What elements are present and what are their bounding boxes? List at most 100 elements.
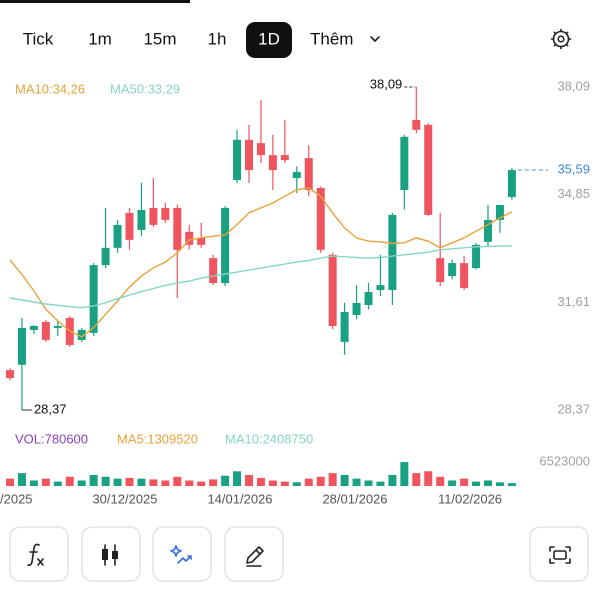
draw-button[interactable]: [224, 526, 284, 582]
volume-bar: [436, 476, 445, 486]
volume-bar: [448, 480, 457, 486]
pencil-icon: [246, 546, 264, 567]
ma-line: [9, 245, 512, 309]
candle-body: [484, 219, 492, 242]
candle-body: [185, 231, 194, 245]
volume-bar: [484, 480, 492, 486]
ai-icon: [170, 545, 192, 564]
candle-body: [352, 303, 361, 315]
interval-tab[interactable]: 1D: [258, 29, 280, 48]
volume-bar: [256, 477, 265, 486]
candle-body: [328, 254, 337, 326]
low-marker-label: 28,37: [34, 401, 67, 416]
candle-body: [221, 207, 230, 284]
volume-bar: [101, 476, 110, 486]
candle-body: [41, 321, 50, 340]
indicator-button[interactable]: [9, 526, 69, 582]
candle-body: [412, 119, 421, 130]
candle-body: [6, 370, 14, 379]
candle-body: [460, 263, 469, 289]
volume-bar: [268, 480, 277, 486]
volume-bar: [53, 481, 62, 486]
interval-tab[interactable]: 1m: [88, 29, 112, 48]
candle-body: [400, 136, 409, 190]
candle-icon-body: [102, 549, 108, 560]
bottom-toolbar: [9, 526, 589, 582]
candle-body: [340, 311, 349, 342]
volume-bar: [221, 475, 230, 486]
candle-body: [424, 124, 433, 215]
volume-bar: [340, 474, 349, 486]
candle-body: [89, 265, 98, 333]
candle-body: [376, 285, 385, 291]
candle-body: [245, 139, 253, 171]
capture-icon: [549, 546, 571, 564]
volume-bar: [400, 462, 409, 486]
volume-bar: [352, 478, 361, 486]
candle-body: [436, 258, 445, 283]
ma-legend: MA50:33,29: [110, 81, 180, 96]
candle-body: [53, 325, 62, 328]
candle-body: [388, 214, 397, 291]
high-marker-label: 38,09: [370, 76, 403, 91]
volume-bar: [29, 480, 38, 486]
volume-bar: [137, 478, 146, 486]
candle-body: [137, 209, 146, 230]
volume-bar: [233, 471, 242, 486]
y-tick-label: 34,85: [557, 186, 590, 201]
volume-bar: [89, 474, 98, 486]
candle-body: [280, 155, 289, 161]
ai-button[interactable]: [152, 526, 212, 582]
interval-tab[interactable]: Tick: [23, 29, 54, 48]
ma-line: [9, 187, 513, 338]
volume-bar: [292, 482, 301, 486]
candle-body: [113, 224, 122, 248]
ma-legend: MA10:34,26: [15, 81, 85, 96]
candle-body: [292, 172, 301, 179]
candle-body: [364, 292, 373, 305]
gear-inner: [557, 35, 565, 43]
chevron-icon: [370, 36, 380, 42]
volume-bar: [460, 478, 469, 486]
fx-icon: [27, 543, 44, 566]
candle-body: [125, 212, 134, 240]
chart-type-button[interactable]: [81, 526, 141, 582]
volume-bar: [77, 480, 86, 486]
capture-button[interactable]: [529, 526, 589, 582]
active-tab-bg: [246, 22, 292, 58]
gear-teeth: [550, 28, 572, 50]
candle-body: [495, 204, 504, 220]
candle-icon-body: [112, 551, 118, 559]
x-axis-label: 14/01/2026: [207, 491, 272, 506]
candle-body: [448, 263, 457, 277]
volume-bar: [280, 481, 289, 486]
candle-body: [268, 155, 277, 171]
interval-tab[interactable]: 15m: [143, 29, 176, 48]
candle-body: [77, 329, 86, 340]
volume-bar: [328, 473, 337, 486]
candle-body: [209, 258, 218, 284]
settings-button[interactable]: [550, 28, 572, 50]
volume-bar: [316, 476, 325, 486]
more-menu[interactable]: Thêm: [310, 29, 353, 48]
candle-body: [316, 188, 325, 250]
volume-legend: VOL:780600: [15, 431, 88, 446]
interval-tab[interactable]: 1h: [208, 29, 227, 48]
y-tick-label: 28,37: [557, 401, 590, 416]
x-axis-label: 30/12/2025: [92, 491, 157, 506]
candle-body: [233, 139, 242, 181]
volume-tick-label: 6523000: [539, 453, 590, 468]
x-axis-label: /2025: [0, 491, 33, 506]
volume-bar: [197, 481, 206, 486]
candle-body: [507, 170, 516, 197]
candle-body: [472, 244, 481, 269]
volume-bar: [412, 473, 421, 486]
last-price-label: 35,59: [557, 161, 590, 176]
candle-body: [149, 207, 158, 225]
volume-legend: MA5:1309520: [117, 431, 198, 446]
volume-bar: [161, 480, 170, 486]
volume-bar: [376, 481, 385, 486]
candle-body: [304, 158, 313, 190]
volume-bar: [185, 480, 194, 486]
